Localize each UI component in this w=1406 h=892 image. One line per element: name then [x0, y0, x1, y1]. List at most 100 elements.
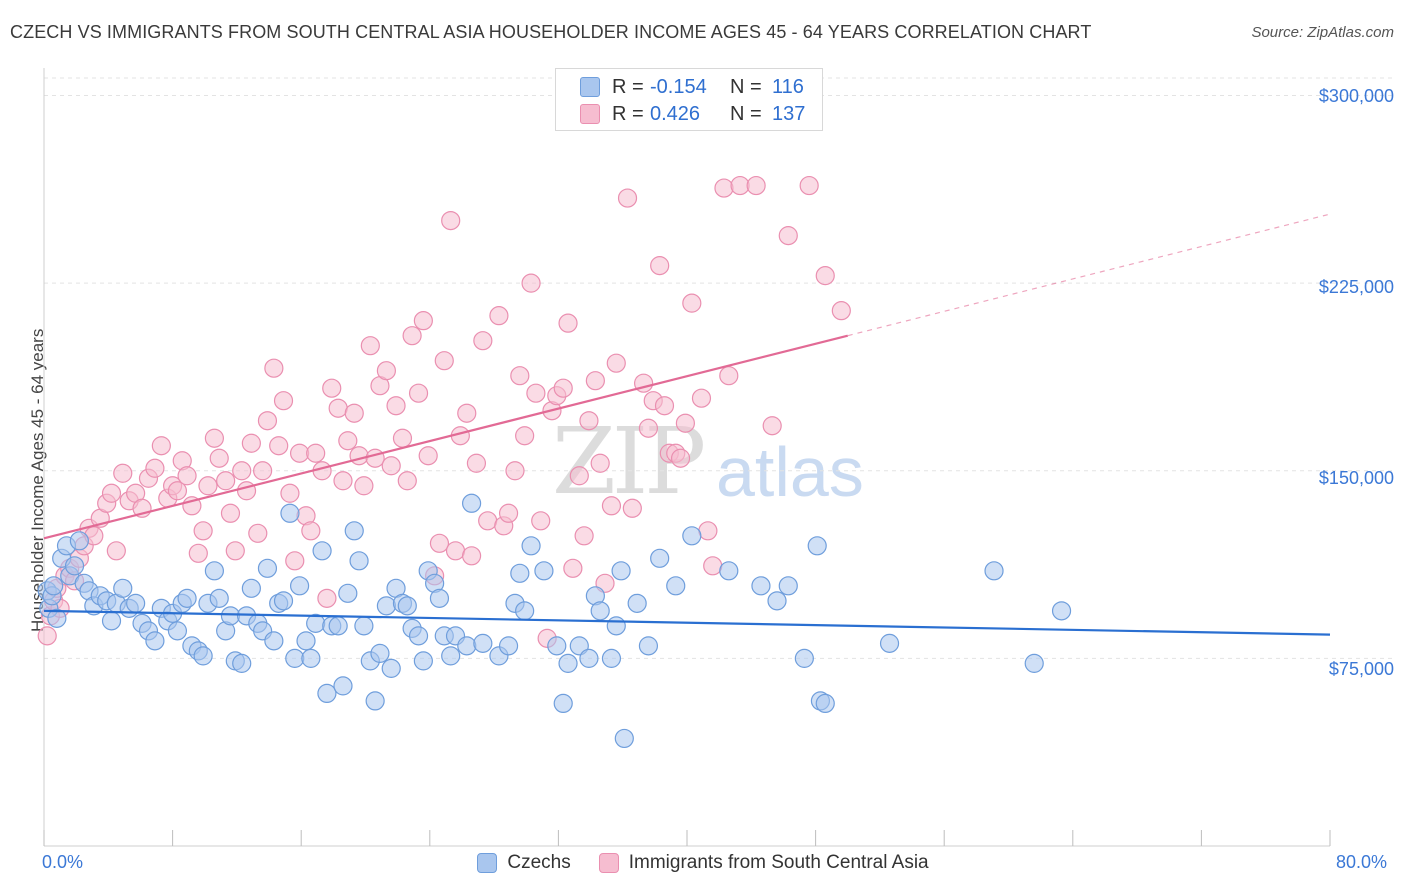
- immigrants-point: [670, 448, 691, 468]
- czechs-point: [807, 536, 827, 556]
- czechs-point: [815, 693, 835, 714]
- y-tick-label: $75,000: [1328, 659, 1394, 679]
- czechs-point: [510, 563, 530, 583]
- immigrants-point: [333, 471, 353, 491]
- immigrants-point: [762, 416, 782, 436]
- immigrants-point: [365, 448, 385, 468]
- legend-swatch-immigrants: [580, 104, 600, 124]
- immigrants-point: [719, 366, 739, 386]
- czechs-point: [778, 576, 798, 596]
- czechs-point: [534, 561, 554, 581]
- immigrants-point: [654, 396, 675, 416]
- immigrants-point: [650, 256, 670, 276]
- legend-r-value: -0.154: [650, 75, 707, 98]
- immigrants-point: [601, 496, 622, 516]
- immigrants-point: [177, 466, 197, 486]
- immigrants-point: [585, 371, 605, 391]
- czechs-point: [627, 593, 647, 613]
- immigrants-point: [418, 446, 438, 466]
- czechs-point: [521, 536, 541, 556]
- immigrants-point: [563, 558, 583, 578]
- czechs-point: [257, 558, 278, 578]
- czechs-point: [145, 631, 165, 651]
- czechs-point: [751, 576, 771, 596]
- czechs-point: [614, 728, 634, 749]
- czechs-point: [429, 588, 450, 608]
- immigrants-point: [273, 391, 294, 411]
- immigrants-point: [280, 483, 300, 503]
- immigrants-point: [489, 306, 509, 326]
- immigrants-point: [510, 366, 530, 386]
- immigrants-point: [579, 411, 599, 431]
- series-legend-immigrants[interactable]: Immigrants from South Central Asia: [598, 852, 929, 874]
- czechs-point: [1051, 601, 1072, 621]
- immigrants-point: [402, 326, 422, 346]
- immigrants-point: [376, 361, 396, 381]
- immigrants-point: [434, 351, 454, 371]
- immigrants-point: [429, 533, 450, 553]
- czechs-point: [558, 653, 578, 673]
- series-legend: Czechs Immigrants from South Central Asi…: [0, 852, 1406, 874]
- immigrants-point: [306, 443, 326, 463]
- immigrants-point: [531, 511, 551, 531]
- immigrants-point: [703, 556, 723, 576]
- czechs-point: [296, 631, 316, 651]
- immigrants-point: [590, 453, 610, 473]
- immigrants-point: [569, 466, 589, 486]
- immigrants-point: [113, 463, 133, 483]
- czechs-point: [193, 646, 213, 666]
- immigrants-point: [269, 436, 289, 456]
- series-name-immigrants: Immigrants from South Central Asia: [628, 852, 929, 873]
- legend-r-label: R =: [612, 75, 644, 98]
- czechs-point: [285, 648, 305, 668]
- legend-n-value: 137: [772, 102, 806, 125]
- czechs-point: [209, 588, 229, 608]
- immigrants-point: [225, 541, 245, 561]
- czechs-point: [547, 636, 567, 656]
- chart-source: Source: ZipAtlas.com: [1251, 24, 1394, 41]
- immigrants-point: [682, 293, 702, 313]
- immigrants-point: [730, 175, 750, 196]
- czechs-point: [606, 616, 626, 636]
- immigrants-point: [248, 523, 268, 543]
- czechs-point: [682, 526, 702, 546]
- immigrants-point: [478, 511, 498, 531]
- czechs-point: [113, 578, 133, 598]
- czechs-point: [381, 658, 401, 678]
- immigrants-point: [198, 476, 218, 496]
- czechs-point: [408, 626, 429, 646]
- immigrants-point: [338, 431, 358, 451]
- immigrants-point: [188, 543, 208, 563]
- czechs-point: [349, 551, 369, 571]
- immigrants-point: [778, 226, 798, 246]
- immigrants-point: [151, 436, 171, 456]
- czechs-point: [650, 548, 670, 568]
- immigrants-point: [232, 461, 252, 481]
- immigrants-point: [145, 458, 165, 478]
- immigrants-point: [264, 358, 284, 378]
- czechs-point: [289, 576, 310, 596]
- immigrants-point: [638, 418, 659, 438]
- immigrants-point: [498, 503, 519, 523]
- immigrants-point: [521, 273, 541, 293]
- czechs-point: [601, 648, 622, 668]
- series-name-czechs: Czechs: [507, 852, 571, 873]
- immigrants-point: [344, 403, 364, 423]
- series-legend-czechs[interactable]: Czechs: [477, 852, 571, 874]
- czechs-point: [441, 646, 461, 666]
- czechs-point: [376, 596, 396, 616]
- x-tick-label-max: 80.0%: [1336, 852, 1388, 872]
- czechs-point: [328, 616, 348, 636]
- legend-r-label: R =: [612, 102, 644, 125]
- czechs-point: [879, 633, 900, 653]
- immigrants-point: [799, 175, 819, 196]
- czechs-point: [47, 608, 67, 628]
- czechs-point: [273, 591, 294, 611]
- immigrants-point: [253, 461, 273, 481]
- czechs-point: [498, 636, 519, 656]
- czechs-point: [333, 676, 353, 696]
- immigrants-point: [220, 503, 241, 523]
- czechs-point: [461, 493, 482, 513]
- legend-swatch-czechs: [580, 77, 600, 97]
